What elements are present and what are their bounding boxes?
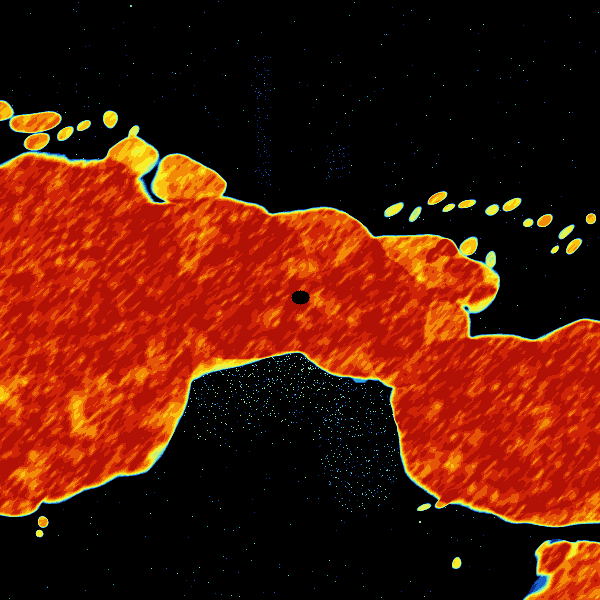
radar-display	[0, 0, 600, 600]
radar-image	[0, 0, 600, 600]
